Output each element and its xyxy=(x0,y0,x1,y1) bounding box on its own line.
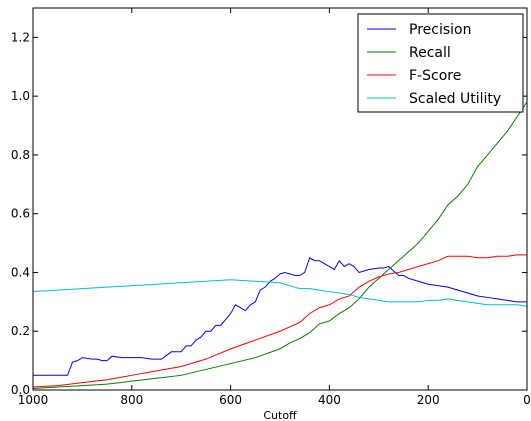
legend-label: F-Score xyxy=(409,68,461,84)
y-tick-label: 1.0 xyxy=(11,89,30,103)
y-tick-label: 0.0 xyxy=(11,383,30,397)
y-tick-label: 0.8 xyxy=(11,148,30,162)
series-line-recall xyxy=(32,101,528,390)
y-axis: 0.0 0.2 0.4 0.6 0.8 1.0 1.2 xyxy=(11,30,527,397)
x-tick-label: 600 xyxy=(219,393,242,407)
series-line-scaled-utility xyxy=(32,279,528,307)
legend-label: Recall xyxy=(409,45,451,61)
x-tick-label: 800 xyxy=(120,393,143,407)
x-axis: 1000 800 600 400 200 0 xyxy=(18,8,531,407)
plot-lines xyxy=(32,101,528,390)
series-line-f-score xyxy=(32,254,527,388)
plot-frame xyxy=(32,7,528,391)
y-tick-label: 0.2 xyxy=(11,324,30,338)
legend-label: Precision xyxy=(409,22,471,38)
legend: Precision Recall F-Score Scaled Utility xyxy=(357,13,524,113)
x-tick-label: 400 xyxy=(318,393,341,407)
x-tick-label: 0 xyxy=(523,393,531,407)
legend-box xyxy=(357,13,524,113)
x-axis-title: Cutoff xyxy=(263,409,297,421)
y-tick-label: 0.4 xyxy=(11,265,30,279)
y-tick-label: 1.2 xyxy=(11,30,30,44)
series-line-precision xyxy=(33,257,527,376)
x-tick-label: 1000 xyxy=(18,393,49,407)
y-tick-label: 0.6 xyxy=(11,207,30,221)
x-tick-label: 200 xyxy=(417,393,440,407)
legend-label: Scaled Utility xyxy=(409,91,501,107)
